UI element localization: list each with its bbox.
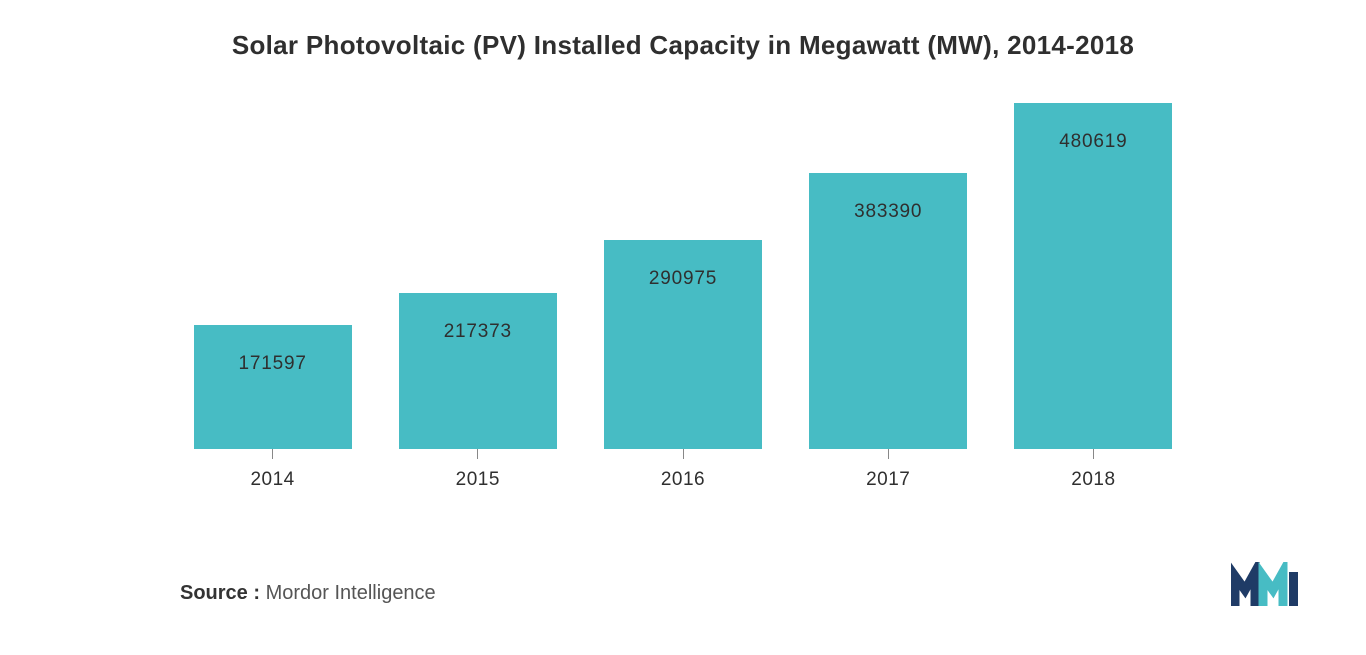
bar-slot: 171597 [170, 89, 375, 449]
source-text: Mordor Intelligence [266, 582, 436, 604]
bar-slot: 217373 [375, 89, 580, 449]
bar: 217373 [399, 293, 557, 450]
axis-tick [477, 449, 478, 459]
axis-tick [1093, 449, 1094, 459]
bar-slot: 480619 [991, 89, 1196, 449]
bar: 171597 [194, 325, 352, 449]
bar: 480619 [1014, 103, 1172, 449]
bar-group: 480619 2018 [991, 89, 1196, 491]
bar-slot: 383390 [786, 89, 991, 449]
category-label: 2017 [866, 469, 910, 491]
bar-group: 171597 2014 [170, 89, 375, 491]
chart-container: Solar Photovoltaic (PV) Installed Capaci… [0, 0, 1366, 655]
category-label: 2014 [250, 469, 294, 491]
category-label: 2018 [1071, 469, 1115, 491]
bar: 290975 [604, 240, 762, 450]
bar-group: 217373 2015 [375, 89, 580, 491]
category-label: 2015 [456, 469, 500, 491]
bar: 383390 [809, 173, 967, 449]
chart-title: Solar Photovoltaic (PV) Installed Capaci… [70, 30, 1296, 61]
logo-icon [1231, 562, 1301, 610]
source-line: Source : Mordor Intelligence [180, 582, 436, 605]
category-label: 2016 [661, 469, 705, 491]
bar-slot: 290975 [580, 89, 785, 449]
axis-tick [683, 449, 684, 459]
bar-group: 290975 2016 [580, 89, 785, 491]
bar-chart: 171597 2014 217373 2015 290975 2016 383390 2017… [170, 101, 1196, 491]
axis-tick [272, 449, 273, 459]
bar-group: 383390 2017 [786, 89, 991, 491]
mi-logo [1231, 562, 1301, 615]
axis-tick [888, 449, 889, 459]
source-label: Source : [180, 582, 260, 604]
